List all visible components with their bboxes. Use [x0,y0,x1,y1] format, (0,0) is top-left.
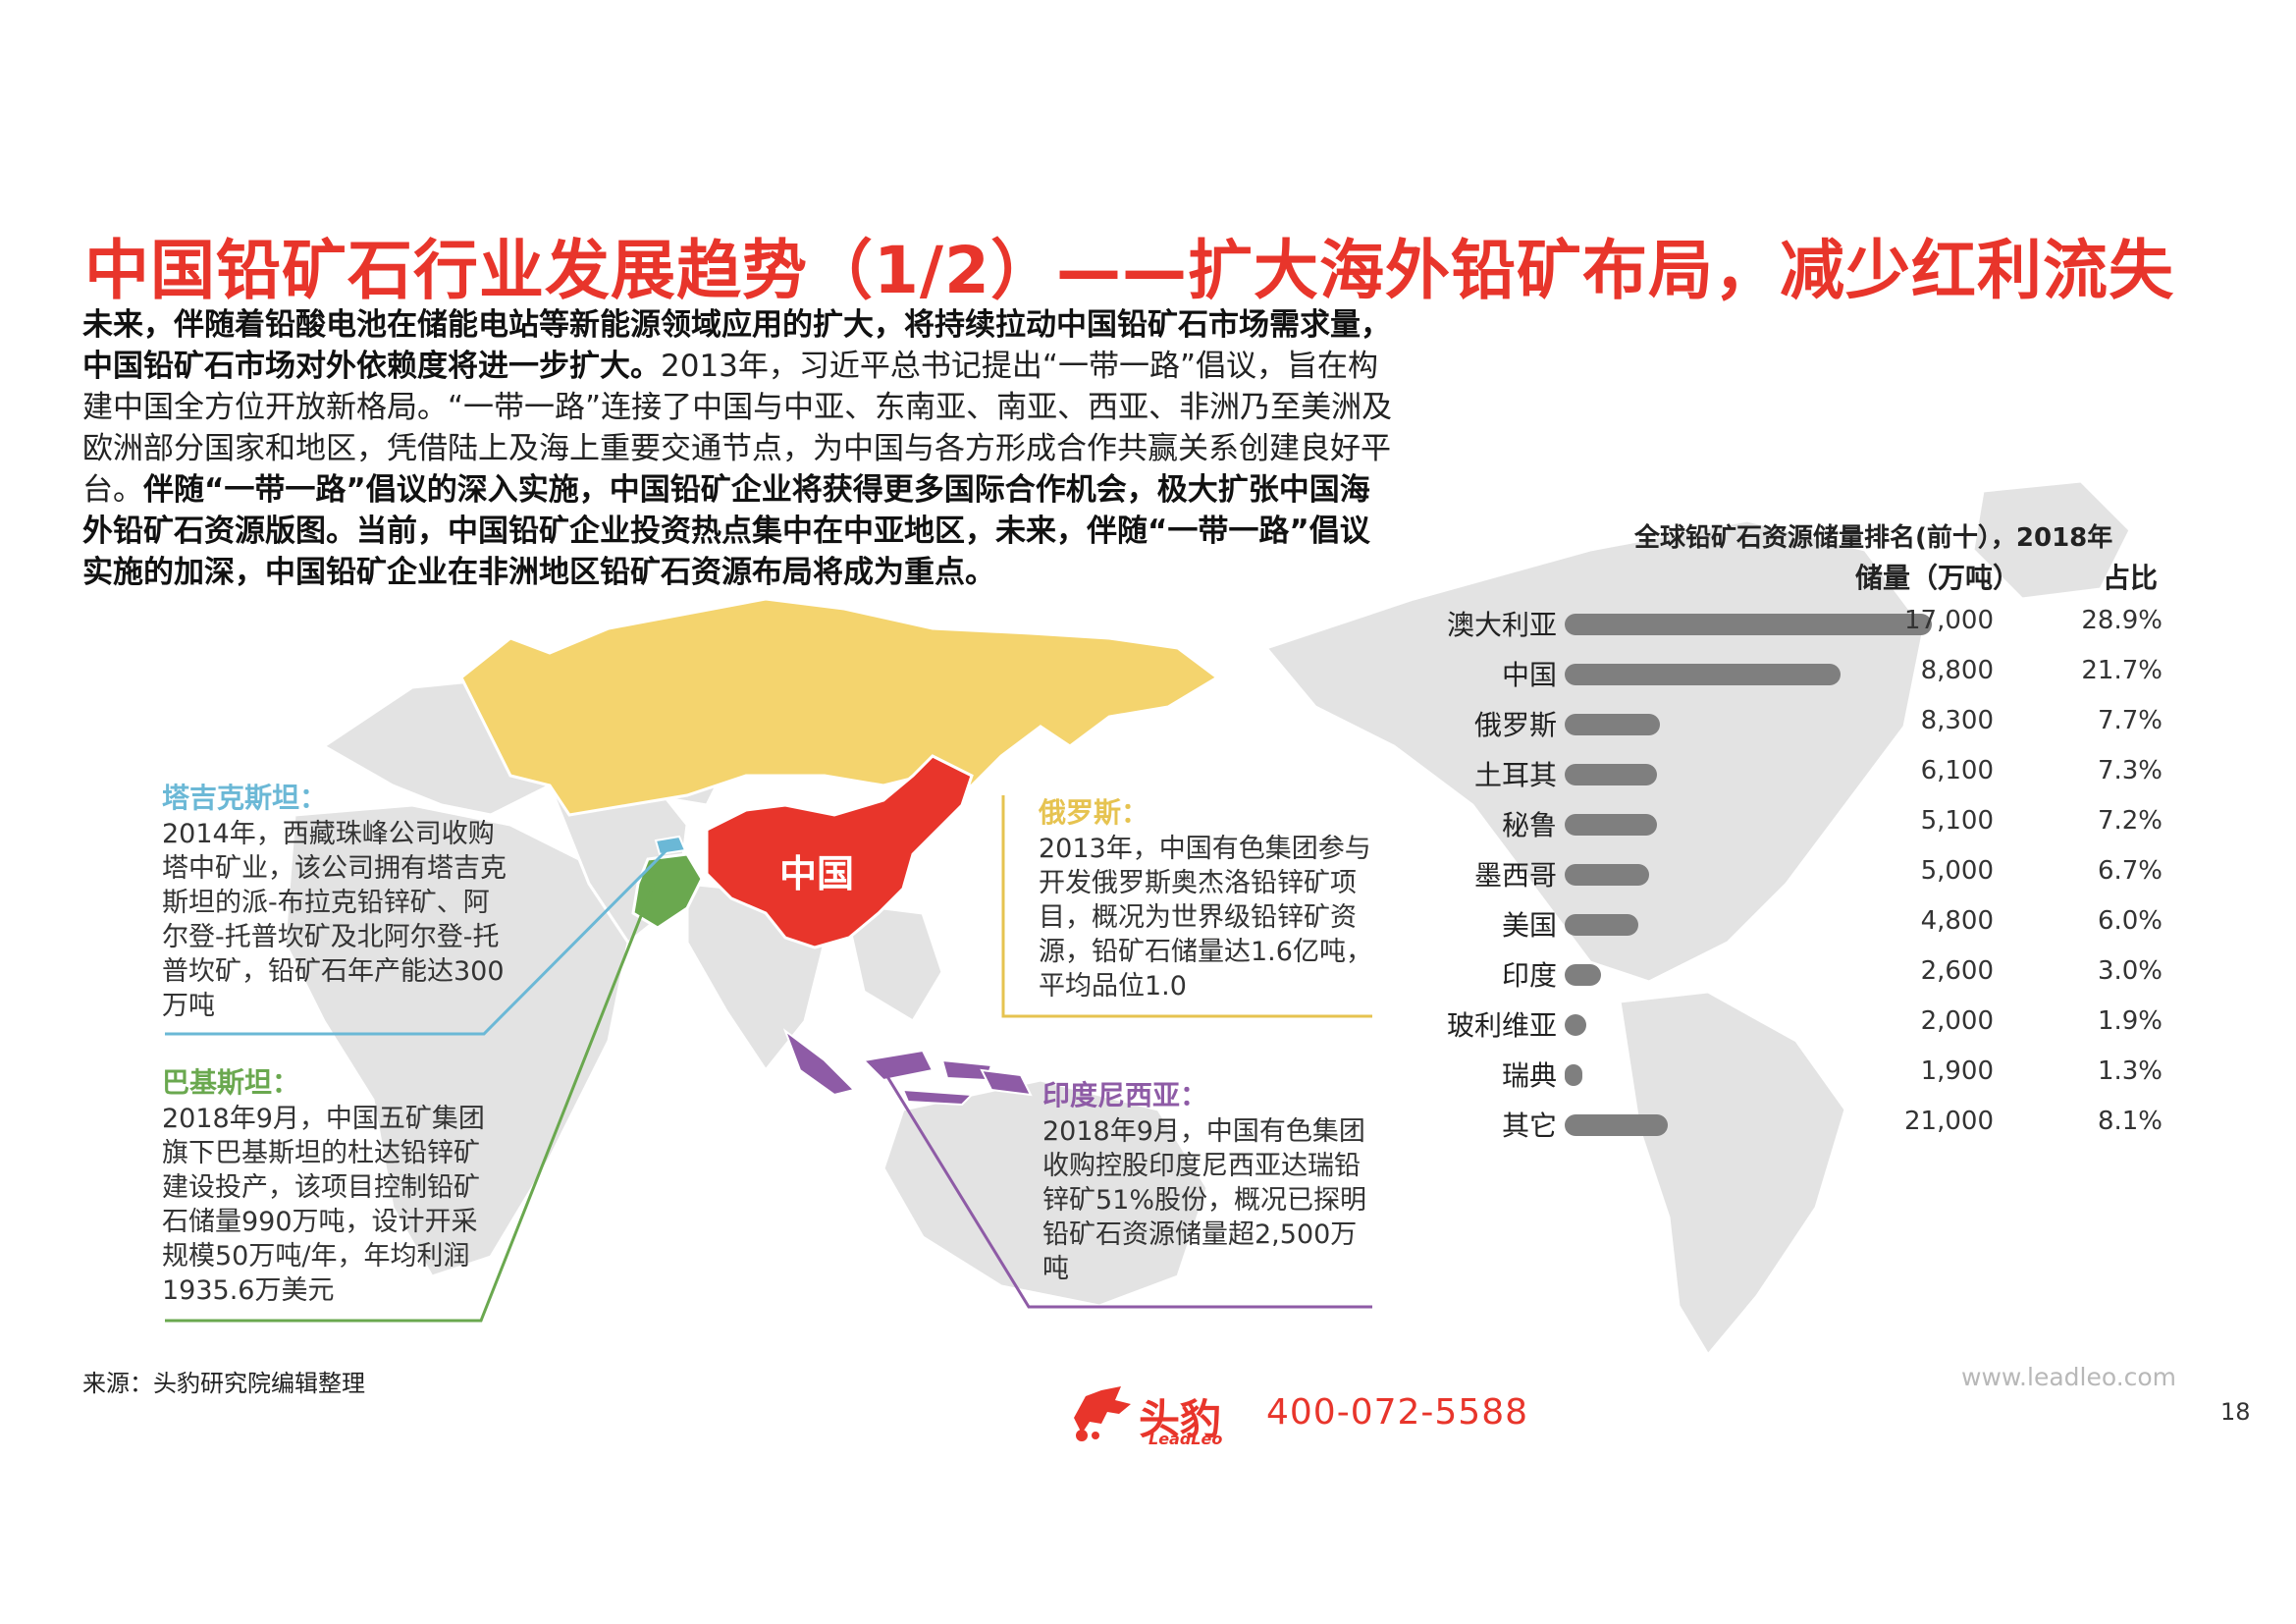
chart-bar [1565,814,1657,836]
chart-row: 玻利维亚 2,000 1.9% [0,1004,2296,1044]
intro-bold-2: 伴随“一带一路”倡议的深入实施，中国铅矿企业将获得更多国际合作机会，极大扩张中国… [82,472,1370,590]
callout-text-tajikistan: 2014年，西藏珠峰公司收购塔中矿业，该公司拥有塔吉克斯坦的派-布拉克铅锌矿、阿… [162,819,507,1021]
chart-row: 瑞典 1,900 1.3% [0,1055,2296,1094]
chart-category-label: 玻利维亚 [1446,1009,1557,1042]
callout-heading-tajikistan: 塔吉克斯坦： [162,782,328,814]
chart-value-header: 储量（万吨） [1855,562,2021,594]
chart-bar [1565,1114,1668,1136]
chart-category-label: 其它 [1501,1110,1557,1142]
chart-category-label: 澳大利亚 [1446,609,1557,641]
brand-name-en: LeadLeo [1148,1430,1223,1448]
callout-line-russia [1001,795,1372,1018]
chart-row: 美国 4,800 6.0% [0,904,2296,944]
map-indonesia [782,1028,1033,1107]
brand-name-cn: 头豹 [1139,1395,1222,1443]
chart-share-label: 1.3% [2097,1056,2163,1086]
chart-share-label: 8.1% [2097,1107,2163,1136]
chart-bar [1565,614,1932,635]
chart-category-label: 墨西哥 [1473,859,1557,892]
chart-row: 秘鲁 5,100 7.2% [0,804,2296,843]
chart-bar [1565,764,1657,785]
chart-category-label: 土耳其 [1473,759,1557,791]
map-south-america [1618,990,1847,1358]
chart-category-label: 俄罗斯 [1473,709,1557,741]
callout-pakistan: 巴基斯坦： 2018年9月，中国五矿集团旗下巴基斯坦的杜达铅锌矿建设投产，该项目… [162,1065,501,1308]
chart-bar [1565,664,1841,685]
chart-bar [1565,714,1660,735]
chart-value-label: 5,000 [1920,856,1994,886]
intro-bold-1: 未来，伴随着铅酸电池在储能电站等新能源领域应用的扩大，将持续拉动中国铅矿石市场需… [82,307,1391,384]
chart-share-label: 6.0% [2097,906,2163,936]
callout-indonesia: 印度尼西亚： 2018年9月，中国有色集团收购控股印度尼西亚达瑞铅锌矿51%股份… [1042,1078,1381,1286]
chart-bar [1565,964,1601,986]
callout-tajikistan: 塔吉克斯坦： 2014年，西藏珠峰公司收购塔中矿业，该公司拥有塔吉克斯坦的派-布… [162,781,515,1023]
chart-value-label: 4,800 [1920,906,1994,936]
map-china [705,754,974,949]
callout-text-indonesia: 2018年9月，中国有色集团收购控股印度尼西亚达瑞铅锌矿51%股份，概况已探明铅… [1042,1116,1367,1284]
map-tajikistan [654,835,687,856]
chart-row: 墨西哥 5,000 6.7% [0,854,2296,893]
map-australia [881,1078,1209,1308]
chart-share-header: 占比 [2103,562,2159,594]
callout-text-russia: 2013年，中国有色集团参与开发俄罗斯奥杰洛铅锌矿项目，概况为世界级铅锌矿资源，… [1039,834,1372,1001]
map-pakistan [631,852,704,930]
callout-line-tajikistan [165,844,672,1036]
callout-line-indonesia [881,1069,1372,1309]
chart-share-label: 1.9% [2097,1006,2163,1036]
chart-share-label: 21.7% [2081,656,2163,685]
chart-share-label: 7.7% [2097,706,2163,735]
source-note: 来源：头豹研究院编辑整理 [82,1370,365,1397]
chart-row: 其它 21,000 8.1% [0,1105,2296,1144]
callout-line-pakistan [165,883,656,1323]
chart-value-label: 1,900 [1920,1056,1994,1086]
callout-text-pakistan: 2018年9月，中国五矿集团旗下巴基斯坦的杜达铅锌矿建设投产，该项目控制铅矿石储… [162,1104,485,1306]
chart-share-label: 7.2% [2097,806,2163,836]
chart-value-label: 21,000 [1904,1107,1994,1136]
chart-value-label: 6,100 [1920,756,1994,785]
chart-category-label: 瑞典 [1501,1059,1557,1092]
map-greenland [1971,479,2132,601]
chart-bar [1565,1014,1586,1036]
chart-category-label: 秘鲁 [1501,809,1557,841]
chart-row: 中国 8,800 21.7% [0,654,2296,693]
chart-bar [1565,914,1638,936]
chart-bar [1565,864,1649,886]
callout-heading-russia: 俄罗斯： [1039,796,1149,829]
chart-share-label: 7.3% [2097,756,2163,785]
contact-phone: 400-072-5588 [1266,1392,1529,1433]
chart-value-label: 2,600 [1920,956,1994,986]
chart-title: 全球铅矿石资源储量排名(前十），2018年 [1634,523,2113,553]
chart-value-label: 8,300 [1920,706,1994,735]
callout-heading-indonesia: 印度尼西亚： [1042,1079,1208,1111]
chart-category-label: 印度 [1501,959,1557,992]
chart-row: 俄罗斯 8,300 7.7% [0,704,2296,743]
callout-russia: 俄罗斯： 2013年，中国有色集团参与开发俄罗斯奥杰洛铅锌矿项目，概况为世界级铅… [1039,795,1377,1003]
chart-category-label: 中国 [1501,659,1557,691]
callout-heading-pakistan: 巴基斯坦： [162,1066,300,1099]
intro-paragraph: 未来，伴随着铅酸电池在储能电站等新能源领域应用的扩大，将持续拉动中国铅矿石市场需… [82,304,1398,593]
map-label-china: 中国 [779,852,854,895]
chart-bar [1565,1064,1582,1086]
intro-normal-1: 2013年，习近平总书记提出“一带一路”倡议，旨在构建中国全方位开放新格局。“一… [82,349,1393,508]
chart-share-label: 28.9% [2081,606,2163,635]
chart-value-label: 8,800 [1920,656,1994,685]
map-north-america [1263,518,1926,984]
chart-row: 土耳其 6,100 7.3% [0,754,2296,793]
chart-value-label: 17,000 [1904,606,1994,635]
website-link[interactable]: www.leadleo.com [1961,1363,2177,1391]
page-title: 中国铅矿石行业发展趋势（1/2）——扩大海外铅矿布局，减少红利流失 [84,233,2174,308]
chart-row: 印度 2,600 3.0% [0,954,2296,994]
map-southeast-asia [842,901,944,1024]
page-number: 18 [2220,1398,2251,1426]
chart-value-label: 5,100 [1920,806,1994,836]
map-russia [459,597,1220,817]
chart-share-label: 6.7% [2097,856,2163,886]
leadleo-logo-icon [1074,1386,1131,1441]
chart-share-label: 3.0% [2097,956,2163,986]
chart-row: 澳大利亚 17,000 28.9% [0,604,2296,643]
chart-category-label: 美国 [1501,909,1557,942]
chart-value-label: 2,000 [1920,1006,1994,1036]
